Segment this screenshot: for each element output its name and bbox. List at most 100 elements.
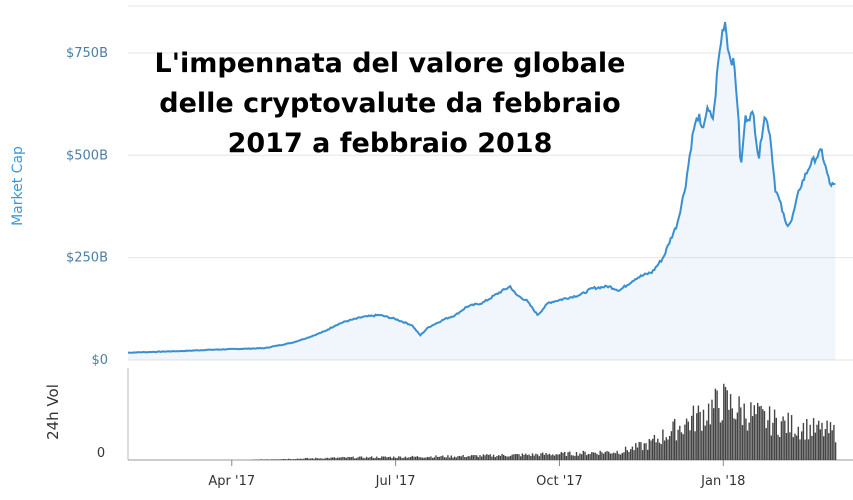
- volume-bar: [818, 420, 820, 460]
- volume-bar: [760, 405, 762, 460]
- volume-bar: [577, 455, 579, 460]
- volume-bar: [520, 456, 522, 460]
- volume-bar: [323, 458, 325, 460]
- volume-bar: [682, 434, 684, 460]
- volume-bar: [403, 457, 405, 460]
- volume-bar: [416, 456, 419, 460]
- volume-bar: [780, 421, 783, 460]
- volume-bar: [574, 455, 576, 460]
- volume-bar: [643, 443, 645, 460]
- volume-bar: [719, 422, 722, 460]
- volume-bar: [540, 453, 542, 460]
- volume-bar: [325, 457, 327, 460]
- volume-bar: [709, 424, 711, 460]
- volume-bar: [413, 456, 415, 460]
- volume-bar: [538, 456, 540, 460]
- volume-bar: [586, 455, 588, 460]
- volume-bar: [663, 440, 666, 460]
- volume-bar: [696, 413, 698, 460]
- volume-bar: [487, 455, 490, 460]
- volume-bar: [689, 430, 691, 460]
- volume-bar: [513, 454, 515, 460]
- volume-bar: [305, 458, 307, 460]
- volume-bar: [814, 432, 816, 460]
- volume-bar: [376, 456, 378, 460]
- volume-bar: [277, 459, 280, 460]
- volume-bar: [284, 459, 286, 460]
- volume-bar: [426, 456, 429, 460]
- volume-bar: [437, 456, 439, 460]
- volume-bar: [718, 408, 720, 460]
- volume-bar: [308, 458, 310, 460]
- volume-bar: [443, 457, 446, 460]
- volume-bar: [633, 450, 635, 460]
- volume-bar: [631, 446, 634, 460]
- volume-bar: [354, 458, 356, 460]
- y-axis-ticks: $0 $250B $500B $750B: [66, 46, 108, 368]
- volume-bar: [450, 455, 452, 460]
- volume-bar: [714, 388, 717, 460]
- volume-bar: [516, 454, 518, 460]
- volume-bar: [707, 403, 710, 460]
- volume-bar: [526, 455, 529, 460]
- volume-bar: [318, 458, 320, 460]
- volume-bar: [391, 458, 393, 460]
- volume-bar: [535, 453, 537, 460]
- volume-bar: [399, 456, 402, 460]
- volume-bar: [345, 457, 347, 460]
- volume-bar: [452, 457, 454, 460]
- volume-bar: [582, 450, 584, 460]
- volume-bar: [303, 458, 305, 460]
- volume-bar: [829, 422, 832, 460]
- volume-bar: [455, 457, 457, 460]
- volume-bar: [408, 457, 410, 460]
- volume-bar: [691, 415, 693, 460]
- volume-bar: [374, 457, 376, 460]
- volume-bar: [415, 456, 417, 460]
- volume-bar: [677, 429, 679, 460]
- volume-bar: [430, 456, 432, 460]
- volume-bar: [382, 456, 385, 460]
- volume-bar: [572, 455, 574, 460]
- volume-bar: [499, 455, 502, 460]
- volume-bar: [369, 457, 371, 460]
- volume-bar: [357, 457, 359, 460]
- volume-bar: [431, 457, 434, 460]
- volume-bar: [553, 455, 556, 460]
- volume-bar: [521, 453, 524, 460]
- volume-bar: [660, 444, 662, 460]
- volume-bar: [310, 458, 312, 460]
- volume-bar: [398, 456, 400, 460]
- volume-bar: [332, 457, 334, 460]
- volume-bar: [418, 457, 420, 460]
- volume-bar: [743, 403, 745, 460]
- volume-bar: [462, 455, 464, 460]
- volume-bar: [834, 442, 837, 460]
- volume-bar: [702, 409, 705, 460]
- volume-bar: [748, 422, 750, 460]
- volume-bar: [564, 451, 566, 460]
- volume-bar: [328, 458, 331, 460]
- volume-bar: [288, 458, 290, 460]
- volume-bar: [784, 420, 786, 460]
- volume-bar: [503, 455, 505, 460]
- volume-bar: [420, 457, 422, 460]
- volume-bar: [447, 455, 449, 460]
- volume-bar: [389, 456, 391, 460]
- volume-bar: [824, 429, 827, 460]
- volume-bar: [579, 453, 581, 460]
- volume-bar: [476, 455, 478, 460]
- volume-bar: [706, 420, 708, 460]
- volume-bar: [733, 418, 735, 460]
- volume-bar: [362, 457, 364, 460]
- volume-bar: [816, 424, 818, 460]
- volume-bar: [365, 456, 368, 460]
- volume-bar: [833, 424, 835, 460]
- volume-bar: [792, 437, 794, 460]
- volume-bar: [636, 447, 639, 460]
- x-tick-label: Jan '18: [700, 474, 745, 489]
- volume-bar: [349, 457, 351, 460]
- volume-bar: [592, 452, 595, 460]
- volume-bar: [762, 409, 764, 460]
- volume-bar: [438, 456, 441, 460]
